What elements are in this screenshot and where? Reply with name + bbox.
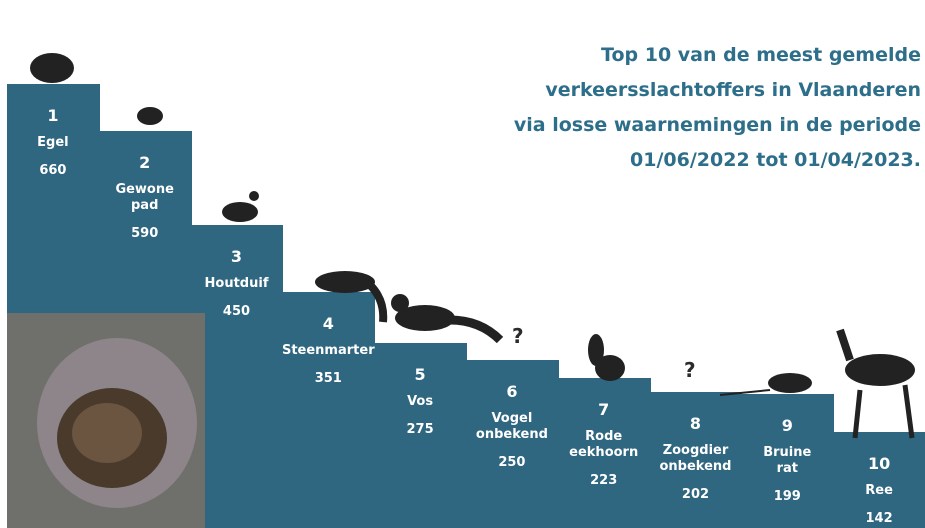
animal-icons [0,0,925,528]
unknown-marker: ? [512,324,524,348]
infographic: Top 10 van de meest gemeldeverkeersslach… [0,0,925,528]
unknown-marker: ? [684,358,696,382]
